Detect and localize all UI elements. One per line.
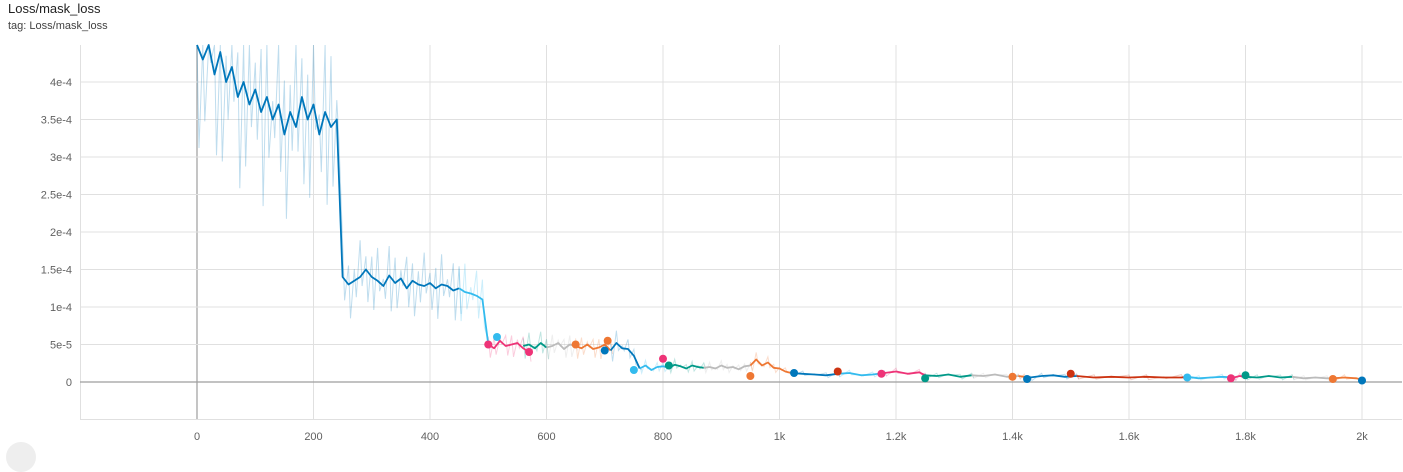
series-marker xyxy=(1328,375,1337,383)
series-marker xyxy=(877,369,886,378)
x-tick-label: 1.6k xyxy=(1119,431,1140,443)
series-line xyxy=(1291,375,1333,380)
series-line xyxy=(1187,375,1234,380)
series-raw-trace xyxy=(458,263,491,350)
x-tick-label: 0 xyxy=(194,431,200,443)
series-line xyxy=(791,372,838,377)
chart-tag: tag: Loss/mask_loss xyxy=(8,20,108,32)
x-tick-label: 1.8k xyxy=(1235,431,1256,443)
series-marker xyxy=(1008,372,1017,381)
x-tick-labels: 0 200 400 600 800 1k 1.2k 1.4k 1.6k 1.8k 2k xyxy=(194,431,1368,443)
chart-title: Loss/mask_loss xyxy=(8,1,101,16)
series-marker xyxy=(525,348,534,356)
y-tick-label: 3e-4 xyxy=(50,152,72,164)
x-tick-label: 1k xyxy=(774,431,786,443)
corner-button[interactable] xyxy=(6,442,36,472)
y-tick-label: 2e-4 xyxy=(50,227,72,239)
series-line xyxy=(1245,375,1293,379)
y-tick-label: 5e-5 xyxy=(50,340,72,352)
raw-traces xyxy=(196,44,1365,383)
series-marker xyxy=(1023,375,1032,383)
series-raw-trace xyxy=(610,330,643,371)
x-tick-label: 400 xyxy=(421,431,439,443)
series-marker xyxy=(629,366,638,374)
series-marker xyxy=(664,361,673,370)
x-tick-label: 200 xyxy=(304,431,322,443)
x-tick-label: 1.4k xyxy=(1002,431,1023,443)
series-line xyxy=(668,363,704,370)
series-marker xyxy=(571,340,580,349)
series-marker xyxy=(746,372,755,380)
series-marker xyxy=(1183,373,1192,382)
series-marker xyxy=(484,340,493,349)
series-marker xyxy=(492,333,501,341)
series-marker xyxy=(603,336,612,345)
series-marker xyxy=(833,367,842,376)
series-line xyxy=(703,364,751,371)
y-tick-label: 0 xyxy=(66,377,72,389)
series-line xyxy=(487,339,530,353)
series-line xyxy=(639,364,670,371)
series-raw-trace xyxy=(196,44,462,321)
series-marker xyxy=(1226,374,1235,383)
series-line xyxy=(522,342,548,350)
y-tick-label: 1.5e-4 xyxy=(41,265,72,277)
series-line xyxy=(925,373,972,378)
series-markers xyxy=(484,333,1366,385)
series-marker xyxy=(600,346,609,355)
series-line xyxy=(458,287,490,345)
y-tick-label: 3.5e-4 xyxy=(41,115,72,127)
y-tick-label: 4e-4 xyxy=(50,77,72,89)
grid xyxy=(80,45,1402,420)
x-tick-label: 2k xyxy=(1356,431,1368,443)
series-marker xyxy=(659,354,667,363)
series-marker xyxy=(921,374,930,383)
series-line xyxy=(546,342,576,350)
y-tick-label: 2.5e-4 xyxy=(41,190,72,202)
x-tick-label: 600 xyxy=(537,431,555,443)
series-marker xyxy=(790,369,799,377)
series-line xyxy=(1076,375,1188,379)
series-line xyxy=(884,370,926,377)
series-marker xyxy=(1358,376,1366,385)
series-raw-trace xyxy=(639,358,672,376)
series-line xyxy=(609,342,641,369)
series-raw-trace xyxy=(546,334,579,360)
x-tick-label: 1.2k xyxy=(886,431,907,443)
series-raw-trace xyxy=(668,357,707,375)
series-line xyxy=(837,372,885,377)
x-tick-label: 800 xyxy=(654,431,672,443)
y-tick-labels: 0 5e-5 1e-4 1.5e-4 2e-4 2.5e-4 3e-4 3.5e-4 4e-4 xyxy=(41,77,72,389)
series-line xyxy=(196,44,460,292)
series-marker xyxy=(1241,371,1250,380)
series-line xyxy=(575,343,612,352)
series-marker xyxy=(1066,369,1075,378)
loss-chart[interactable]: 0 200 400 600 800 1k 1.2k 1.4k 1.6k 1.8k 2k 0 5e-5 1… xyxy=(0,0,1403,450)
series-line xyxy=(749,358,792,374)
y-tick-label: 1e-4 xyxy=(50,302,72,314)
